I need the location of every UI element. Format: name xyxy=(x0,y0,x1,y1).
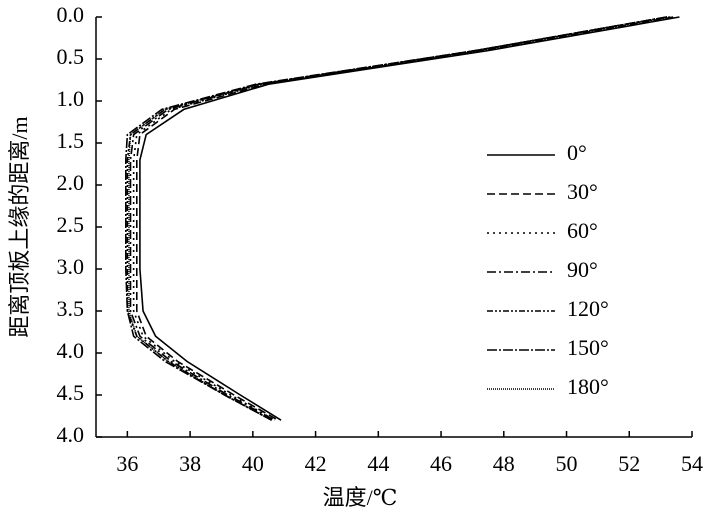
x-tick-label: 54 xyxy=(681,451,703,476)
x-tick-label: 48 xyxy=(493,451,515,476)
y-tick-label: 4.0 xyxy=(57,338,85,363)
x-axis-label: 温度/℃ xyxy=(323,485,398,510)
y-tick-label: 1.0 xyxy=(57,86,85,111)
x-tick-label: 36 xyxy=(116,451,138,476)
line-series xyxy=(125,16,668,421)
y-tick-label: 4.5 xyxy=(57,380,85,405)
legend-label: 90° xyxy=(567,257,598,282)
legend-label: 120° xyxy=(567,296,609,321)
y-tick-label: 4.0 xyxy=(57,422,85,447)
y-tick-label: 3.0 xyxy=(57,254,85,279)
y-tick-label: 0.5 xyxy=(57,44,85,69)
x-tick-label: 38 xyxy=(179,451,201,476)
line-series xyxy=(128,16,668,421)
x-tick-label: 42 xyxy=(305,451,327,476)
y-tick-label: 1.5 xyxy=(57,128,85,153)
y-axis-label: 距离顶板上缘的距离/m xyxy=(7,116,32,337)
line-series xyxy=(132,16,671,421)
x-tick-label: 46 xyxy=(430,451,452,476)
legend-label: 0° xyxy=(567,140,587,165)
x-tick-label: 40 xyxy=(242,451,264,476)
legend-label: 180° xyxy=(567,374,609,399)
x-tick-label: 44 xyxy=(367,451,389,476)
line-series xyxy=(139,16,680,421)
y-tick-label: 2.5 xyxy=(57,212,85,237)
y-tick-label: 0.0 xyxy=(57,2,85,27)
x-tick-label: 52 xyxy=(618,451,640,476)
line-series xyxy=(126,16,668,421)
y-tick-label: 2.0 xyxy=(57,170,85,195)
legend-label: 30° xyxy=(567,179,598,204)
x-tick-label: 50 xyxy=(556,451,578,476)
y-tick-label: 3.5 xyxy=(57,296,85,321)
legend-label: 60° xyxy=(567,218,598,243)
legend-label: 150° xyxy=(567,335,609,360)
line-series xyxy=(135,16,674,421)
